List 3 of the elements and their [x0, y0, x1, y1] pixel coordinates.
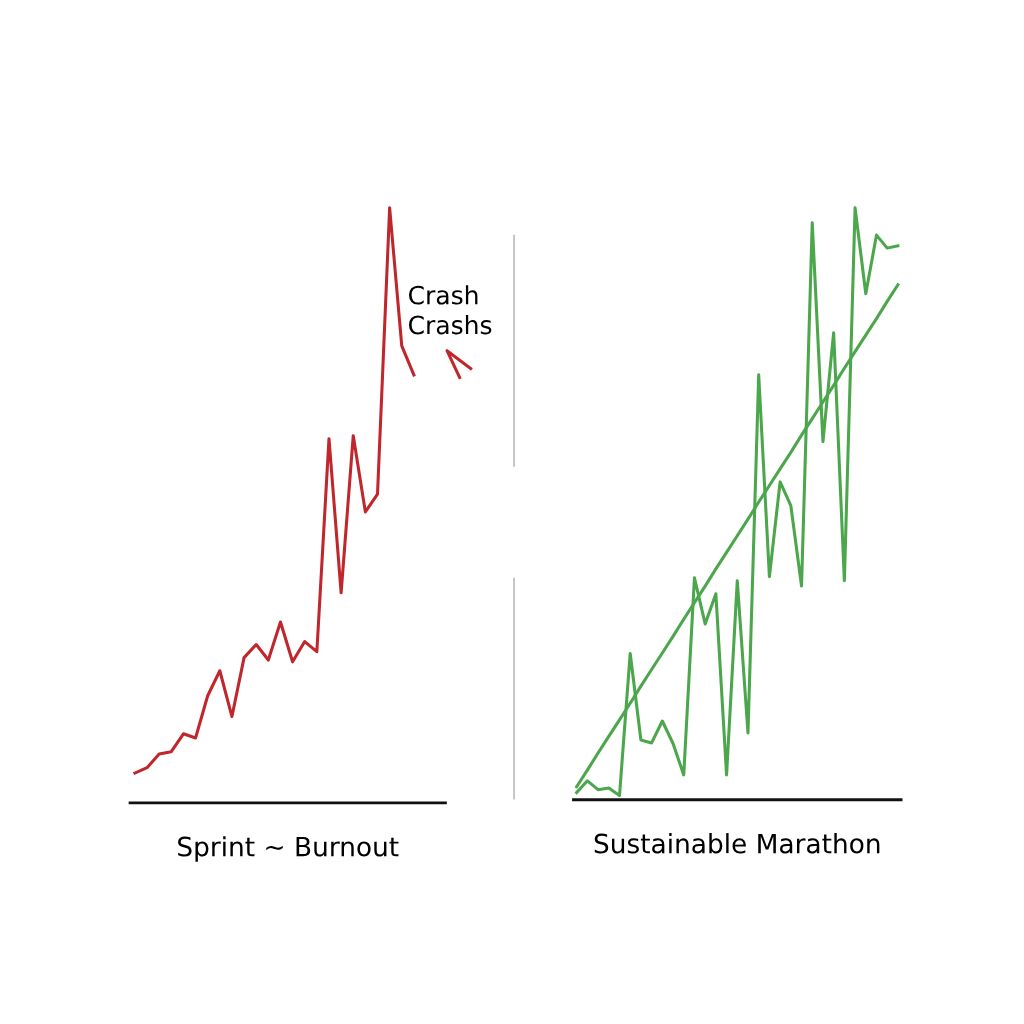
annotation: Crash Crashs: [409, 285, 492, 335]
x-axis-title: Sprint ~ Burnout: [178, 836, 399, 862]
x-axis-title: Sustainable Marathon: [594, 833, 880, 854]
